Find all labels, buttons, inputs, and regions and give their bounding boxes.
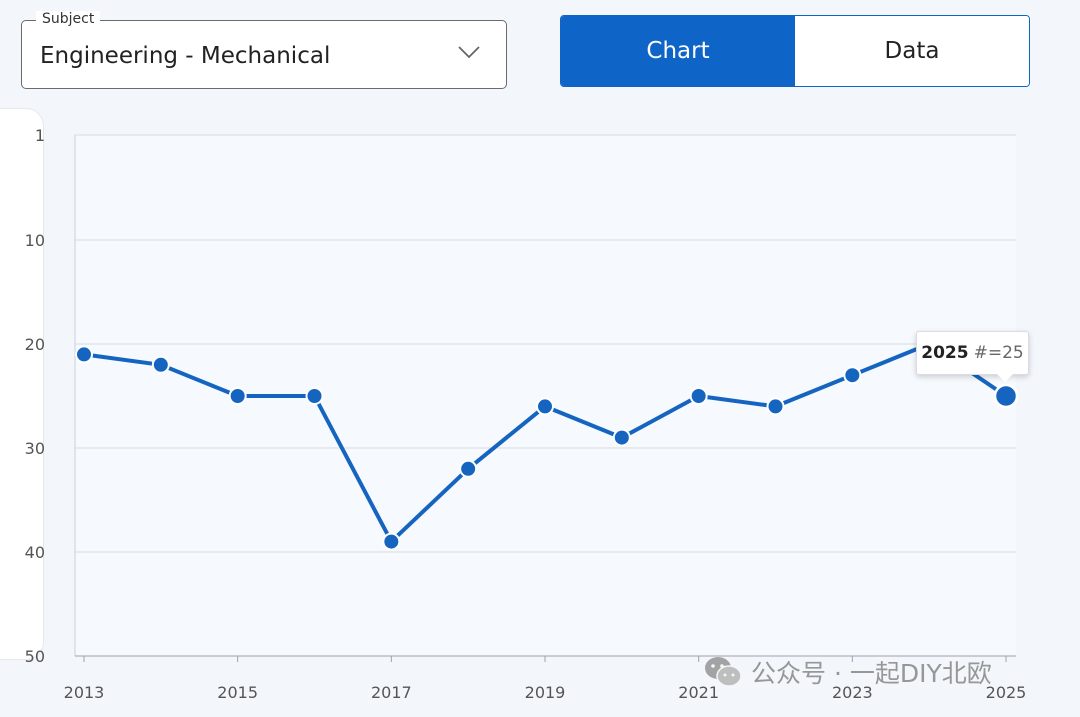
y-tick-label: 10 [25, 231, 45, 250]
x-tick-label: 2023 [832, 683, 873, 702]
data-point [459, 459, 478, 478]
watermark: 公众号 · 一起DIY北欧 [703, 652, 992, 692]
data-point [689, 387, 708, 405]
chart-tab-button[interactable]: Chart [561, 16, 795, 86]
data-tab-button[interactable]: Data [795, 16, 1029, 86]
y-tick-label: 20 [25, 335, 45, 354]
y-tick-label: 1 [35, 126, 45, 145]
y-tick-label: 50 [25, 647, 45, 666]
tooltip-arrow [997, 374, 1013, 382]
data-point [75, 345, 93, 364]
chevron-down-icon [458, 46, 480, 59]
data-point [305, 387, 324, 405]
highlighted-data-point [993, 383, 1019, 409]
side-panel-edge [0, 108, 44, 660]
data-point [766, 397, 785, 416]
wechat-icon [705, 657, 742, 687]
data-point [612, 428, 631, 447]
data-point [228, 387, 247, 405]
data-point [843, 366, 862, 385]
x-tick-label: 2013 [64, 683, 105, 702]
x-tick-label: 2019 [525, 683, 566, 702]
x-tick-label: 2025 [986, 683, 1027, 702]
data-point [151, 355, 170, 374]
y-tick-label: 30 [25, 439, 45, 458]
subject-select[interactable]: Subject Engineering - Mechanical [21, 11, 507, 89]
view-toggle: Chart Data [560, 15, 1030, 87]
point-tooltip: 2025 #=25 [916, 331, 1029, 375]
subject-label: Subject [36, 11, 101, 27]
data-point [536, 397, 554, 416]
plot-area [75, 135, 1016, 656]
x-tick-label: 2017 [371, 683, 412, 702]
x-tick-label: 2021 [678, 683, 719, 702]
tooltip-year: 2025 [921, 343, 969, 363]
y-tick-label: 40 [25, 543, 45, 562]
data-point [382, 532, 401, 551]
x-tick-label: 2015 [217, 683, 258, 702]
tooltip-rank: #=25 [973, 343, 1024, 363]
subject-value: Engineering - Mechanical [40, 43, 331, 69]
watermark-text: 公众号 · 一起DIY北欧 [751, 659, 992, 688]
